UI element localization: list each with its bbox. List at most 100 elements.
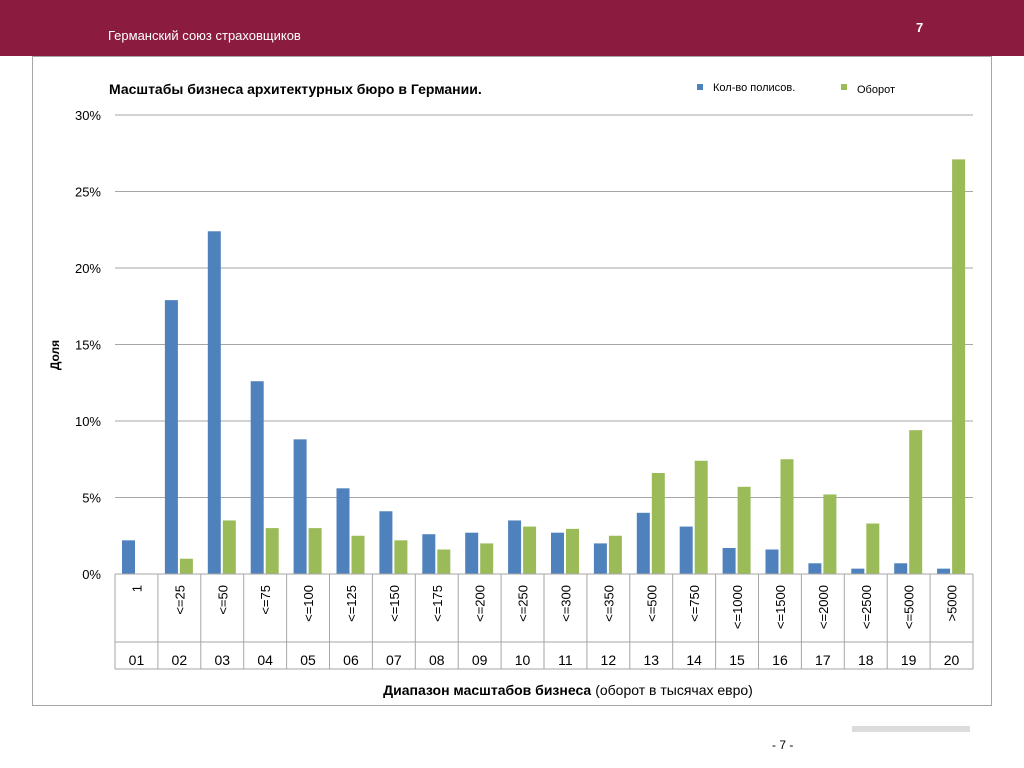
y-tick-label: 15% — [75, 338, 101, 353]
legend-label-policies: Кол-во полисов. — [713, 82, 795, 94]
bar-policies — [250, 381, 264, 574]
bar-policies — [636, 512, 650, 574]
x-tick-label: <=175 — [430, 585, 445, 622]
x-tick-label: <=100 — [301, 585, 316, 622]
category-code: 13 — [643, 652, 659, 668]
bar-policies — [465, 532, 479, 574]
bar-turnover — [694, 460, 708, 574]
bar-turnover — [480, 543, 494, 574]
bar-turnover — [608, 535, 622, 574]
y-tick-labels: 0% 5% 10% 15% 20% 25% 30% — [75, 108, 101, 582]
legend-label-turnover: Оборот — [857, 84, 895, 96]
category-table: 101<=2502<=5003<=7504<=10005<=12506<=150… — [114, 573, 974, 670]
bar-turnover — [651, 473, 665, 574]
bar-policies — [422, 534, 436, 574]
x-tick-label: <=25 — [172, 585, 187, 615]
bar-policies — [336, 488, 350, 574]
bar-policies — [851, 568, 865, 574]
bar-policies — [293, 439, 307, 574]
bar-turnover — [394, 540, 408, 574]
x-tick-label: <=5000 — [902, 585, 917, 629]
category-code: 16 — [772, 652, 788, 668]
x-tick-label: >5000 — [945, 585, 960, 622]
bar-policies — [122, 540, 135, 574]
bar-turnover — [566, 528, 579, 574]
bar-policies — [164, 300, 178, 574]
bar-turnover — [265, 528, 279, 574]
bar-turnover — [222, 520, 236, 574]
y-tick-label: 25% — [75, 185, 101, 200]
bar-turnover — [737, 486, 751, 574]
footer-page-number: - 7 - — [772, 738, 794, 752]
x-axis-label: Диапазон масштабов бизнеса (оборот в тыся… — [383, 682, 753, 698]
page-number-top: 7 — [916, 20, 924, 35]
bar-turnover — [308, 528, 322, 574]
bar-policies — [207, 231, 221, 574]
x-axis-label-bold: Диапазон масштабов бизнеса — [383, 682, 591, 698]
bar-turnover — [823, 494, 837, 574]
category-code: 12 — [601, 652, 617, 668]
x-tick-label: <=150 — [387, 585, 402, 622]
bar-turnover — [523, 526, 537, 574]
bar-turnover — [866, 523, 880, 574]
bar-turnover — [780, 459, 794, 574]
legend-swatch-turnover — [841, 84, 847, 90]
category-code: 11 — [558, 652, 573, 668]
x-tick-label: <=350 — [601, 585, 616, 622]
category-code: 01 — [129, 652, 145, 668]
y-axis-label: Доля — [48, 340, 62, 370]
y-tick-label: 10% — [75, 414, 101, 429]
bar-policies — [808, 563, 822, 574]
x-tick-label: <=250 — [516, 585, 531, 622]
bar-policies — [722, 547, 736, 574]
x-tick-label: <=750 — [687, 585, 702, 622]
chart-frame: Масштабы бизнеса архитектурных бюро в Ге… — [32, 56, 992, 706]
x-tick-label: <=1000 — [730, 585, 745, 629]
y-tick-label: 30% — [75, 108, 101, 123]
bar-policies — [679, 526, 693, 574]
chart-title: Масштабы бизнеса архитектурных бюро в Ге… — [109, 81, 482, 97]
y-tick-label: 0% — [82, 567, 101, 582]
category-code: 17 — [815, 652, 831, 668]
x-tick-label: <=1500 — [773, 585, 788, 629]
grid — [115, 114, 973, 498]
x-tick-label: <=2000 — [816, 585, 831, 629]
x-tick-label: <=200 — [473, 585, 488, 622]
bar-policies — [894, 563, 908, 574]
bar-policies — [508, 520, 522, 574]
x-axis-label-normal: (оборот в тысячах евро) — [595, 682, 753, 698]
bar-policies — [593, 543, 607, 574]
x-tick-label: <=2500 — [859, 585, 874, 629]
x-tick-label: <=300 — [558, 585, 573, 622]
legend-swatch-policies — [697, 84, 703, 90]
x-tick-label: <=75 — [258, 585, 273, 615]
category-code: 03 — [214, 652, 230, 668]
category-code: 02 — [172, 652, 188, 668]
category-code: 08 — [429, 652, 445, 668]
bar-turnover — [437, 549, 451, 574]
bar-policies — [379, 511, 393, 574]
category-code: 18 — [858, 652, 874, 668]
bars — [122, 159, 966, 574]
header-title: Германский союз страховщиков — [108, 28, 301, 43]
bar-turnover — [179, 558, 193, 574]
x-tick-label: <=500 — [644, 585, 659, 622]
category-code: 07 — [386, 652, 402, 668]
category-code: 20 — [944, 652, 960, 668]
header-bar: Германский союз страховщиков 7 — [0, 0, 1024, 56]
bar-policies — [551, 532, 564, 574]
bar-chart: Масштабы бизнеса архитектурных бюро в Ге… — [48, 81, 974, 698]
y-tick-label: 5% — [82, 491, 101, 506]
category-code: 19 — [901, 652, 917, 668]
category-code: 14 — [686, 652, 702, 668]
x-tick-label: <=125 — [344, 585, 359, 622]
category-code: 10 — [515, 652, 531, 668]
category-code: 15 — [729, 652, 745, 668]
x-tick-label: 1 — [129, 585, 144, 592]
x-tick-label: <=50 — [215, 585, 230, 615]
category-code: 06 — [343, 652, 359, 668]
bar-policies — [937, 568, 951, 574]
category-code: 09 — [472, 652, 488, 668]
footer-decoration — [852, 726, 970, 732]
category-code: 05 — [300, 652, 316, 668]
